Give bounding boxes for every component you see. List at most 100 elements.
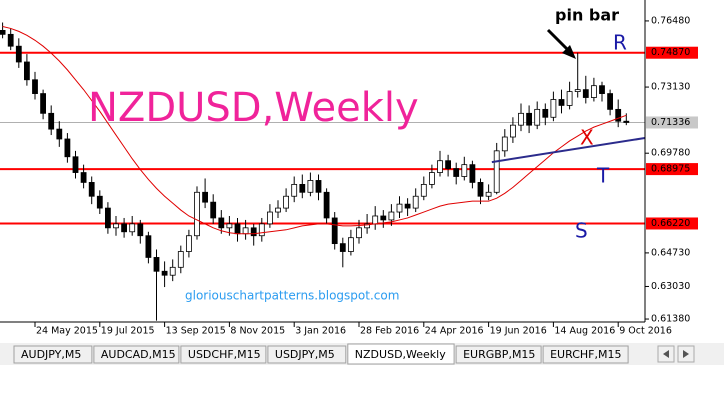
candle-body: [550, 99, 557, 118]
candle-body: [380, 215, 387, 221]
candle-body: [534, 108, 541, 126]
candle-body: [250, 227, 257, 237]
candle-body: [412, 195, 419, 209]
candle-body: [526, 112, 532, 126]
scroll-left-icon: [663, 350, 669, 358]
candle-body: [591, 85, 597, 98]
candle-body: [299, 183, 306, 193]
candle-body: [218, 217, 225, 229]
scroll-right-icon: [683, 350, 689, 358]
watermark: gloriouschartpatterns.blogspot.com: [185, 289, 399, 303]
level-label: 0.74870: [651, 47, 690, 58]
tab-label: USDJPY,M5: [275, 348, 335, 361]
arrow-head: [562, 45, 576, 59]
annotation: R: [613, 31, 627, 55]
candle-body: [161, 270, 168, 276]
candle-body: [88, 182, 95, 197]
candle-body: [153, 257, 160, 272]
tab[interactable]: [180, 345, 267, 364]
tab-label: EURCHF,M15: [550, 348, 621, 361]
candle-body: [64, 138, 71, 158]
candle-body: [542, 108, 549, 118]
x-tick-label: 24 May 2015: [36, 326, 98, 337]
current-price-label: 0.71336: [651, 117, 690, 128]
candle-body: [129, 223, 136, 233]
candle-body: [356, 227, 362, 239]
tab-label: USDCHF,M15: [188, 348, 261, 361]
plot-area: [0, 22, 645, 321]
candle-body: [364, 223, 371, 229]
candle-body: [283, 195, 290, 209]
candle-body: [388, 211, 395, 221]
level-label-box: [646, 163, 698, 176]
annotation: X: [580, 126, 594, 150]
x-tick-label: 14 Aug 2016: [554, 326, 615, 337]
candle-body: [607, 93, 613, 110]
candle-body: [437, 160, 443, 173]
arrow: [546, 28, 572, 54]
tab[interactable]: [13, 345, 93, 364]
candle-body: [48, 112, 55, 130]
level-label-box: [646, 217, 698, 230]
candle-body: [234, 223, 241, 235]
tab-label: AUDJPY,M5: [21, 348, 81, 361]
candle-body: [404, 203, 411, 209]
candle-body: [420, 183, 427, 197]
candle-body: [226, 223, 233, 229]
tabs: AUDJPY,M5 AUDCAD,M15 USDCHF,M15 USDJPY,M5 NZ…: [13, 343, 629, 365]
x-tick-label: 8 Nov 2015: [230, 326, 285, 337]
candle-body: [347, 237, 354, 252]
tab[interactable]: [267, 345, 347, 364]
tab[interactable]: [93, 345, 180, 364]
candle-body: [469, 164, 476, 183]
x-tick-label: 3 Jan 2016: [295, 326, 346, 337]
trendline: [491, 137, 645, 164]
candle-body: [137, 223, 144, 237]
candle-body: [307, 180, 314, 193]
x-tick-label: 19 Jul 2015: [101, 326, 155, 337]
x-tick-label: 9 Oct 2016: [619, 326, 672, 337]
tab[interactable]: [542, 345, 629, 364]
annotation: S: [575, 219, 588, 243]
tab[interactable]: [347, 343, 455, 365]
candle-body: [185, 235, 192, 252]
candle-body: [121, 223, 127, 233]
candle-body: [169, 266, 176, 276]
candle-body: [266, 211, 273, 225]
candle-body: [574, 89, 581, 93]
candle-body: [258, 223, 265, 237]
candle-body: [291, 183, 298, 197]
annotation: T: [596, 164, 610, 188]
candle-body: [331, 217, 338, 245]
x-tick-label: 13 Sep 2015: [166, 326, 226, 337]
candle-body: [396, 203, 403, 213]
candle-body: [23, 61, 30, 81]
candle-body: [323, 191, 330, 219]
candle-body: [177, 251, 184, 268]
chart-title: NZDUSD,Weekly: [88, 85, 419, 131]
candle-body: [339, 243, 346, 252]
candle-body: [15, 45, 22, 63]
candle-body: [518, 112, 524, 126]
candle-body: [275, 207, 281, 213]
annotation: pin bar: [555, 6, 619, 25]
candle-body: [566, 91, 573, 106]
x-tick-label: 28 Feb 2016: [360, 326, 419, 337]
candle-body: [615, 108, 622, 122]
candle-body: [194, 191, 200, 237]
candle-body: [0, 30, 6, 35]
tab[interactable]: [455, 345, 542, 364]
candle-body: [210, 201, 217, 219]
candle-body: [558, 99, 565, 106]
candle-body: [315, 180, 322, 193]
level-label: 0.66220: [651, 218, 690, 229]
y-tick-label: 0.63030: [651, 281, 690, 292]
candle-body: [56, 128, 63, 140]
tab-label: AUDCAD,M15: [101, 348, 176, 361]
candle-body: [372, 215, 379, 225]
level-label: 0.68975: [651, 164, 690, 175]
y-tick-label: 0.69780: [651, 148, 690, 159]
candle-body: [461, 164, 468, 177]
